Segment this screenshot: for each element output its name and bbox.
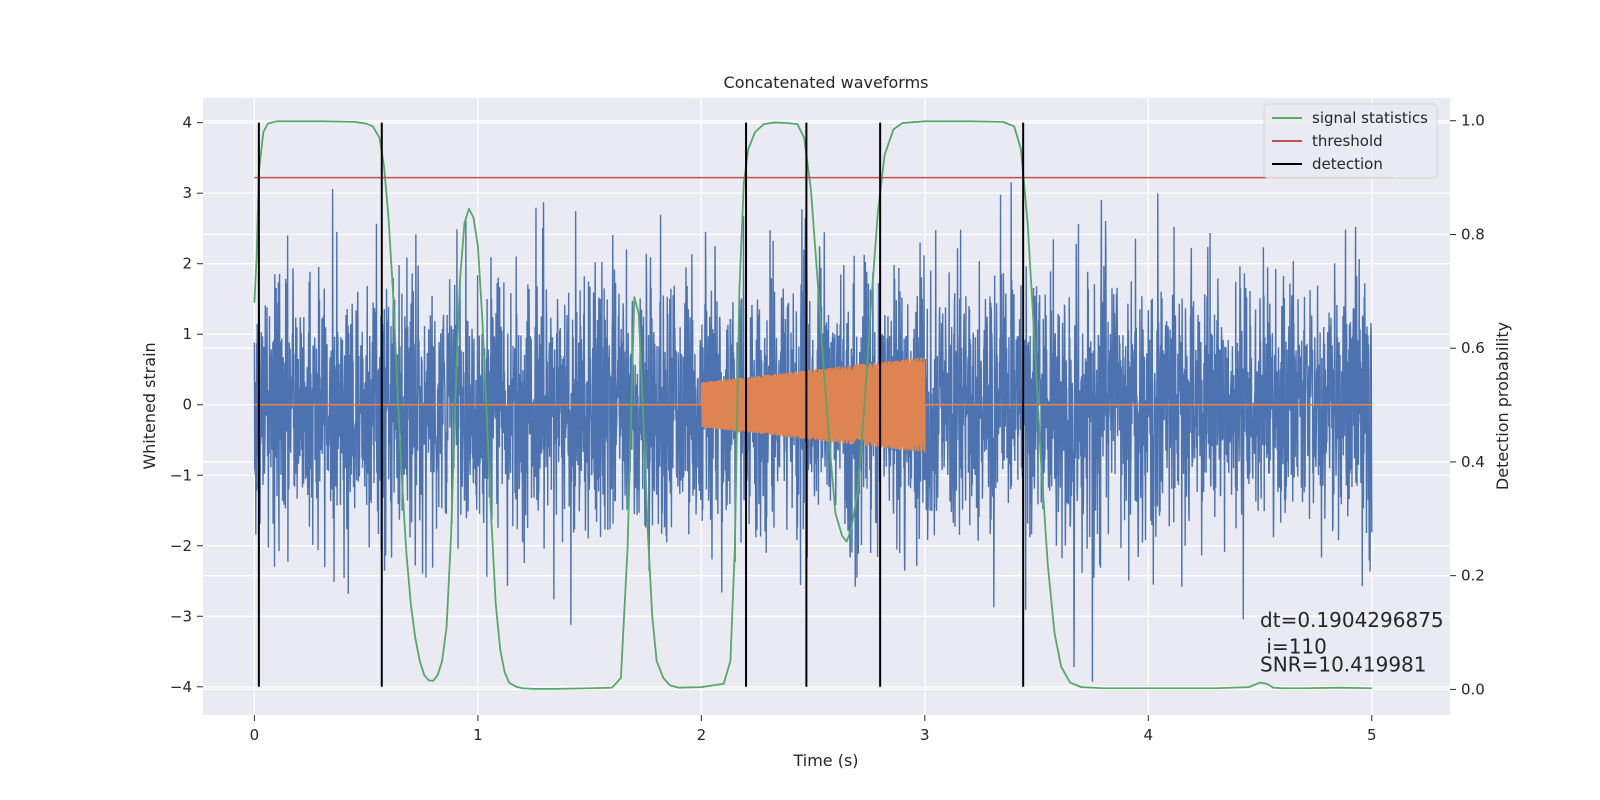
- y-tick-label: −1: [170, 466, 192, 484]
- x-tick-label: 3: [920, 726, 930, 744]
- annotation-text: dt=0.1904296875: [1260, 608, 1444, 632]
- series-layer: [253, 120, 1395, 690]
- y2-tick-label: 1.0: [1461, 112, 1485, 130]
- x-tick-label: 4: [1144, 726, 1154, 744]
- chirp-signal-line: [254, 357, 1372, 453]
- axes: 0 1 2 3 4 5 −4 −3 −2 −1 0 1 2 3 4 0.0 0.2 0.4 0.6 0.8 1.0: [170, 112, 1485, 744]
- y-tick-label: 0: [182, 396, 192, 414]
- signal-statistics-line: [253, 120, 1372, 690]
- y-tick-label: −4: [170, 678, 192, 696]
- annotation-text: SNR=10.419981: [1260, 652, 1426, 676]
- chart-title: Concatenated waveforms: [724, 73, 929, 92]
- y2-tick-label: 0.2: [1461, 567, 1485, 585]
- y-tick-label: 2: [182, 255, 192, 273]
- y-tick-label: −2: [170, 537, 192, 555]
- x-tick-label: 0: [250, 726, 260, 744]
- y2-tick-label: 0.6: [1461, 339, 1485, 357]
- x-tick-label: 5: [1367, 726, 1377, 744]
- x-tick-label: 1: [473, 726, 483, 744]
- y-tick-label: 4: [182, 114, 192, 132]
- y2-tick-label: 0.0: [1461, 680, 1485, 698]
- y2-tick-label: 0.8: [1461, 225, 1485, 243]
- y2-tick-label: 0.4: [1461, 453, 1485, 471]
- legend: signal statistics threshold detection: [1263, 103, 1438, 179]
- y-tick-label: 3: [182, 184, 192, 202]
- y-axis-label: Whitened strain: [140, 342, 159, 469]
- x-tick-label: 2: [697, 726, 707, 744]
- y2-axis-label: Detection probability: [1493, 322, 1512, 490]
- legend-box: [1263, 103, 1438, 179]
- annotation-text: i=110: [1260, 635, 1327, 659]
- y-tick-label: 1: [182, 325, 192, 343]
- legend-label: threshold: [1312, 132, 1383, 150]
- x-axis-label: Time (s): [792, 751, 858, 770]
- legend-label: detection: [1312, 155, 1383, 173]
- y-tick-label: −3: [170, 607, 192, 625]
- legend-label: signal statistics: [1312, 109, 1428, 127]
